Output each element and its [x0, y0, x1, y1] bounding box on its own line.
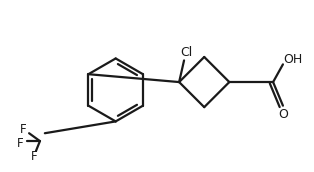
Text: F: F [20, 123, 26, 136]
Text: F: F [31, 150, 37, 163]
Text: O: O [279, 108, 288, 121]
Text: F: F [17, 137, 24, 150]
Text: OH: OH [283, 53, 302, 66]
Text: Cl: Cl [180, 46, 192, 58]
